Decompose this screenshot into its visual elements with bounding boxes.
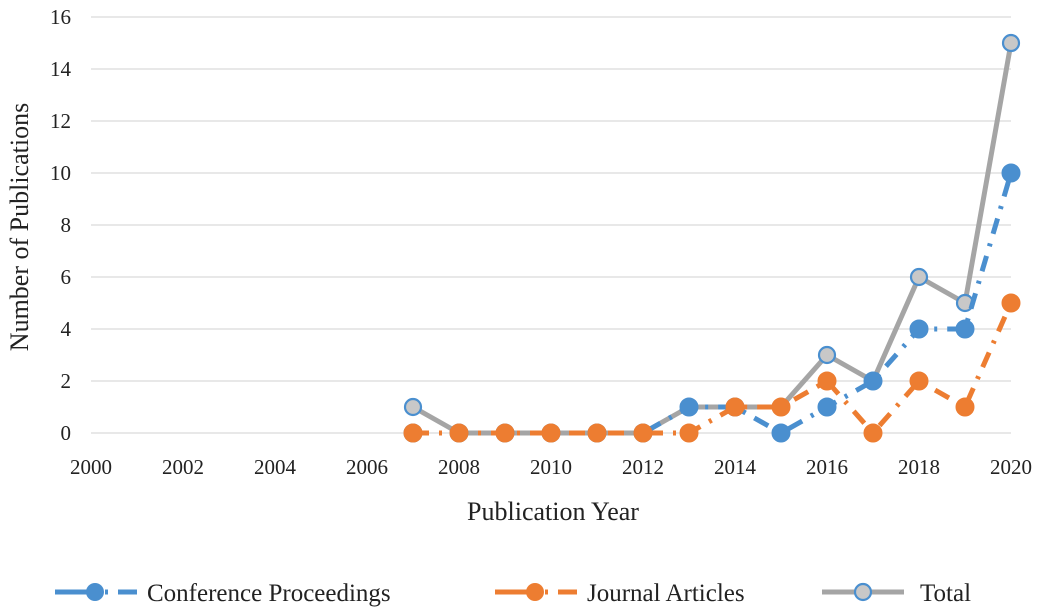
data-point: [863, 371, 883, 391]
data-point: [1001, 163, 1021, 183]
data-point: [679, 423, 699, 443]
x-tick-label: 2016: [806, 455, 848, 479]
series-line: [413, 172, 1014, 436]
legend-marker: [853, 582, 873, 602]
y-tick-label: 10: [50, 161, 71, 185]
x-tick-label: 2010: [530, 455, 572, 479]
data-point: [909, 371, 929, 391]
data-point: [771, 397, 791, 417]
legend-label: Conference Proceedings: [147, 580, 391, 607]
data-point: [817, 397, 837, 417]
legend-item: Conference Proceedings: [55, 580, 391, 607]
data-point: [403, 397, 423, 417]
x-axis-ticks: 2000 2002 2004 2006 2008 2010 2012 2014 2016 2018…: [70, 455, 1032, 479]
x-tick-label: 2018: [898, 455, 940, 479]
data-point: [955, 319, 975, 339]
series-journal-articles: [403, 293, 1021, 443]
y-tick-label: 8: [61, 213, 72, 237]
legend-label: Total: [920, 580, 971, 607]
data-point: [863, 423, 883, 443]
data-point: [587, 423, 607, 443]
y-axis-title: Number of Publications: [5, 103, 34, 351]
x-tick-label: 2014: [714, 455, 757, 479]
data-point: [909, 267, 929, 287]
series-conference-proceedings: [403, 163, 1021, 443]
x-tick-label: 2000: [70, 455, 112, 479]
data-point: [771, 423, 791, 443]
x-tick-label: 2008: [438, 455, 480, 479]
legend-label: Journal Articles: [587, 580, 745, 607]
y-tick-label: 14: [50, 57, 72, 81]
data-point: [955, 397, 975, 417]
series-line: [413, 301, 1014, 436]
y-tick-label: 0: [61, 421, 72, 445]
series-layer: [403, 33, 1021, 443]
data-point: [909, 319, 929, 339]
legend: Conference Proceedings Journal Articles To…: [55, 580, 971, 607]
grid-lines: [91, 16, 1011, 434]
data-point: [449, 423, 469, 443]
x-axis-title: Publication Year: [467, 497, 639, 526]
legend-item: Journal Articles: [495, 580, 745, 607]
y-axis-ticks: 0 2 4 6 8 10 12 14 16: [50, 5, 72, 445]
legend-marker: [86, 583, 104, 601]
data-point: [403, 423, 423, 443]
x-tick-label: 2006: [346, 455, 388, 479]
y-tick-label: 4: [61, 317, 72, 341]
data-point: [679, 397, 699, 417]
data-point: [633, 423, 653, 443]
x-tick-label: 2012: [622, 455, 664, 479]
legend-marker: [526, 583, 544, 601]
y-tick-label: 6: [61, 265, 72, 289]
data-point: [817, 371, 837, 391]
x-tick-label: 2004: [254, 455, 297, 479]
data-point: [1001, 293, 1021, 313]
x-tick-label: 2002: [162, 455, 204, 479]
y-tick-label: 2: [61, 369, 72, 393]
data-point: [541, 423, 561, 443]
data-point: [817, 345, 837, 365]
legend-item: Total: [822, 580, 971, 607]
data-point: [495, 423, 515, 443]
y-tick-label: 16: [50, 5, 71, 29]
y-tick-label: 12: [50, 109, 71, 133]
data-point: [1001, 33, 1021, 53]
data-point: [725, 397, 745, 417]
x-tick-label: 2020: [990, 455, 1032, 479]
